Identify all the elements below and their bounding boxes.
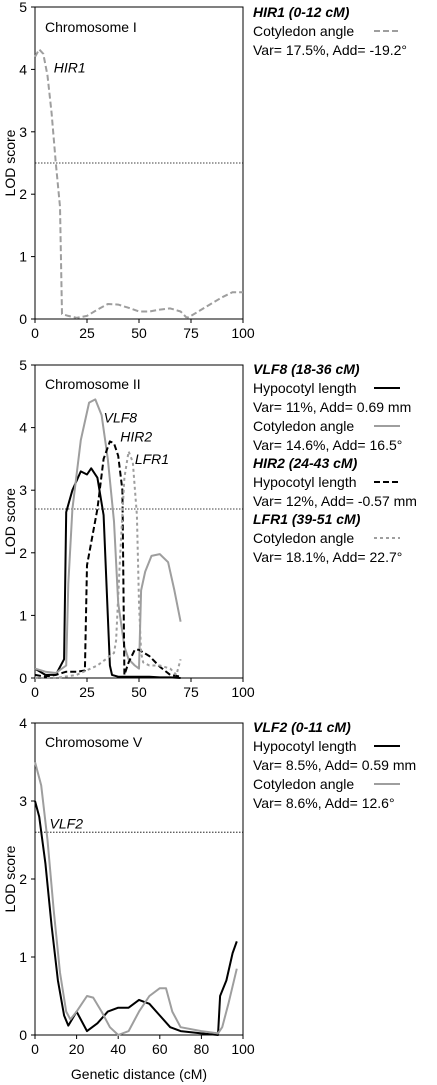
qtl-annotation: LFR1 [135,451,169,467]
legend-label: Cotyledon angle [253,418,354,434]
x-tick-label: 75 [183,325,199,341]
x-tick-label: 100 [231,684,255,700]
panel-title: Chromosome I [45,19,137,35]
x-tick-label: 60 [152,1041,168,1057]
y-tick-label: 1 [19,249,27,265]
x-tick-label: 25 [79,325,95,341]
plot-frame [34,722,244,1036]
x-axis-label: Genetic distance (cM) [71,1066,207,1082]
panel-title: Chromosome V [45,734,143,750]
y-tick-label: 0 [19,311,27,327]
legend-stats: Var= 8.6%, Add= 12.6° [253,795,395,811]
series-line-cotyledon-angle [34,48,243,319]
y-tick-label: 0 [19,1027,27,1043]
legend-stats: Var= 12%, Add= -0.57 mm [253,493,417,509]
legend-heading: VLF8 (18-36 cM) [253,361,360,377]
legend-label: Cotyledon angle [253,776,354,792]
x-tick-label: 0 [31,325,39,341]
legend-label: Cotyledon angle [253,23,354,39]
legend-label: Cotyledon angle [253,530,354,546]
y-tick-label: 3 [19,482,27,498]
y-tick-label: 4 [19,61,27,77]
x-tick-label: 50 [131,325,147,341]
y-tick-label: 4 [19,715,27,731]
series-line-vlf8-cotyledon-angle [34,398,182,674]
y-tick-label: 4 [19,420,27,436]
legend-label: Hypocotyl length [253,738,357,754]
y-tick-label: 5 [19,0,27,15]
legend-label: Hypocotyl length [253,380,357,396]
legend-heading: HIR2 (24-43 cM) [253,455,358,471]
series-line-hir2-hypocotyl-length [34,440,181,678]
y-tick-label: 2 [19,186,27,202]
x-tick-label: 50 [131,684,147,700]
y-axis-label: LOD score [2,129,18,196]
x-tick-label: 75 [183,684,199,700]
legend-stats: Var= 8.5%, Add= 0.59 mm [253,757,416,773]
y-tick-label: 3 [19,124,27,140]
x-tick-label: 20 [69,1041,85,1057]
qtl-annotation: HIR1 [54,60,86,76]
legend-heading: HIR1 (0-12 cM) [253,4,350,20]
legend-stats: Var= 14.6%, Add= 16.5° [253,437,402,453]
y-tick-label: 1 [19,949,27,965]
legend-label: Hypocotyl length [253,474,357,490]
x-tick-label: 0 [31,684,39,700]
series-line-lfr1-cotyledon-angle [35,450,182,679]
series-line-hypocotyl-length [34,800,238,1036]
qtl-annotation: HIR2 [120,428,152,444]
y-tick-label: 3 [19,793,27,809]
y-tick-label: 2 [19,871,27,887]
series-line-cotyledon-angle [34,761,238,1036]
y-tick-label: 1 [19,607,27,623]
x-tick-label: 100 [231,325,255,341]
legend-stats: Var= 17.5%, Add= -19.2° [253,42,407,58]
legend-heading: VLF2 (0-11 cM) [253,719,351,735]
y-tick-label: 5 [19,357,27,373]
y-axis-label: LOD score [2,488,18,555]
y-tick-label: 2 [19,545,27,561]
qtl-annotation: VLF2 [50,815,84,831]
legend-stats: Var= 11%, Add= 0.69 mm [253,399,411,415]
x-tick-label: 0 [31,1041,39,1057]
series-line-vlf8-hypocotyl-length [34,467,181,679]
y-axis-label: LOD score [2,845,18,912]
y-tick-label: 0 [19,670,27,686]
panel-title: Chromosome II [45,376,141,392]
legend-stats: Var= 18.1%, Add= 22.7° [253,549,402,565]
legend-heading: LFR1 (39-51 cM) [253,511,361,527]
qtl-annotation: VLF8 [104,410,138,426]
x-tick-label: 40 [110,1041,126,1057]
x-tick-label: 80 [194,1041,210,1057]
x-tick-label: 100 [231,1041,255,1057]
x-tick-label: 25 [79,684,95,700]
